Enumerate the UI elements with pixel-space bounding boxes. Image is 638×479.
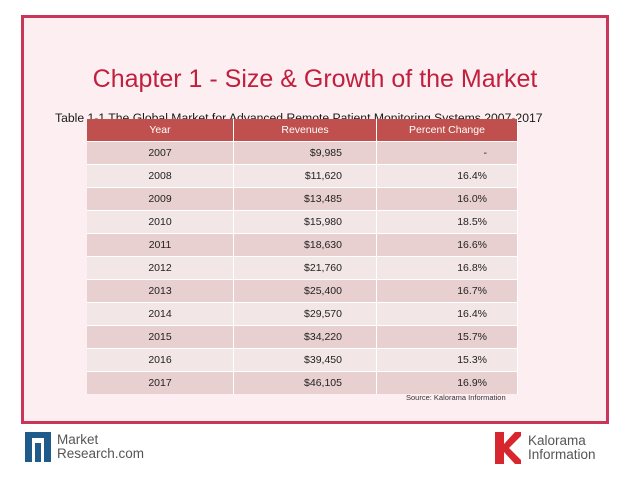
cell-percent: 16.4%: [376, 164, 518, 188]
table-row: 2011 $18,630 16.6%: [87, 233, 518, 257]
kalorama-logo-icon: [495, 432, 521, 464]
cell-percent: 15.7%: [376, 325, 518, 349]
cell-percent: 16.0%: [376, 187, 518, 211]
table-header-row: Year Revenues Percent Change: [87, 119, 518, 142]
cell-year: 2012: [87, 256, 234, 280]
cell-revenue: $29,570: [233, 302, 377, 326]
cell-year: 2011: [87, 233, 234, 257]
table-row: 2014 $29,570 16.4%: [87, 302, 518, 326]
market-research-logo: Market Research.com: [25, 432, 144, 462]
cell-revenue: $13,485: [233, 187, 377, 211]
cell-percent: 16.7%: [376, 279, 518, 303]
cell-year: 2010: [87, 210, 234, 234]
cell-year: 2007: [87, 141, 234, 165]
cell-revenue: $18,630: [233, 233, 377, 257]
column-header-year: Year: [87, 119, 234, 142]
cell-revenue: $11,620: [233, 164, 377, 188]
cell-percent: 16.9%: [376, 371, 518, 394]
table-row: 2009 $13,485 16.0%: [87, 187, 518, 211]
cell-year: 2016: [87, 348, 234, 372]
cell-revenue: $9,985: [233, 141, 377, 165]
cell-year: 2014: [87, 302, 234, 326]
table-row: 2007 $9,985 -: [87, 141, 518, 165]
source-note: Source: Kalorama Information: [406, 393, 506, 402]
cell-year: 2009: [87, 187, 234, 211]
kalorama-line1: Kalorama: [528, 433, 586, 448]
cell-revenue: $34,220: [233, 325, 377, 349]
cell-percent: 16.6%: [376, 233, 518, 257]
cell-year: 2013: [87, 279, 234, 303]
market-research-line1: Market: [57, 432, 99, 447]
table-row: 2013 $25,400 16.7%: [87, 279, 518, 303]
cell-year: 2017: [87, 371, 234, 394]
market-research-logo-icon: [25, 432, 51, 462]
kalorama-line2: Information: [528, 447, 596, 462]
table-row: 2010 $15,980 18.5%: [87, 210, 518, 234]
cell-year: 2008: [87, 164, 234, 188]
column-header-percent-change: Percent Change: [376, 119, 518, 142]
cell-revenue: $15,980: [233, 210, 377, 234]
cell-revenue: $25,400: [233, 279, 377, 303]
table-row: 2017 $46,105 16.9%: [87, 371, 518, 394]
market-table: Year Revenues Percent Change 2007 $9,985…: [87, 119, 518, 394]
table-row: 2016 $39,450 15.3%: [87, 348, 518, 372]
cell-percent: 16.8%: [376, 256, 518, 280]
page-title: Chapter 1 - Size & Growth of the Market: [92, 65, 538, 93]
kalorama-logo: Kalorama Information: [495, 432, 596, 464]
table-row: 2015 $34,220 15.7%: [87, 325, 518, 349]
column-header-revenues: Revenues: [233, 119, 377, 142]
cell-revenue: $21,760: [233, 256, 377, 280]
cell-revenue: $39,450: [233, 348, 377, 372]
cell-percent: 16.4%: [376, 302, 518, 326]
market-research-line2: Research.com: [57, 446, 145, 461]
cell-percent: 15.3%: [376, 348, 518, 372]
cell-revenue: $46,105: [233, 371, 377, 394]
cell-percent: -: [376, 141, 518, 165]
cell-year: 2015: [87, 325, 234, 349]
table-row: 2008 $11,620 16.4%: [87, 164, 518, 188]
cell-percent: 18.5%: [376, 210, 518, 234]
table-row: 2012 $21,760 16.8%: [87, 256, 518, 280]
